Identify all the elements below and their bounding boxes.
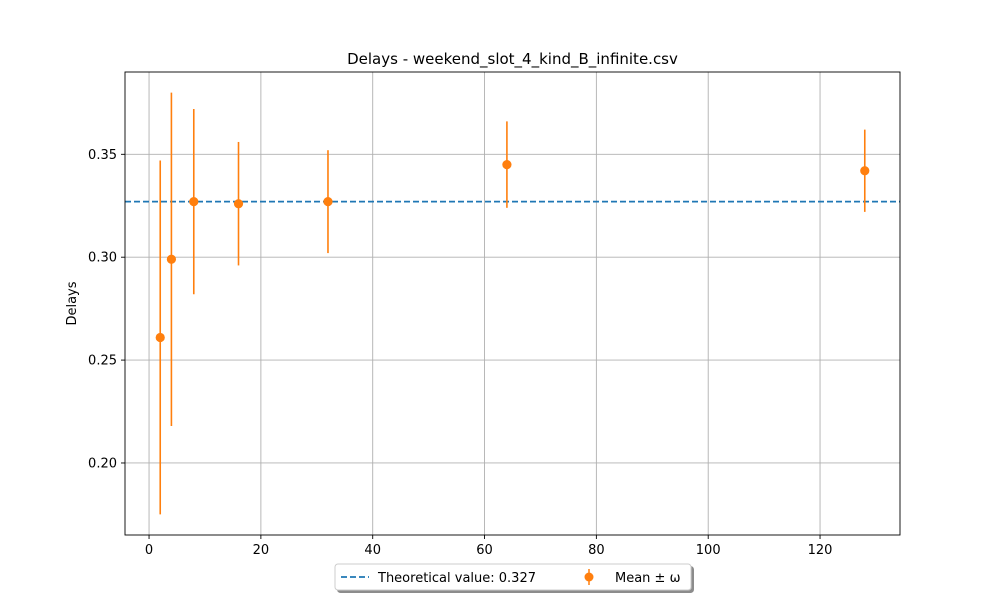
legend: Theoretical value: 0.327 Mean ± ω: [334, 563, 692, 591]
y-tick-label: 0.25: [88, 354, 117, 369]
error-bars: [159, 92, 866, 515]
y-axis-ticks: 0.20 0.25 0.30 0.35: [88, 148, 125, 471]
data-point: [155, 332, 165, 343]
legend-series-label: Mean ± ω: [615, 571, 680, 586]
x-tick-label: 40: [364, 543, 381, 558]
x-tick-label: 0: [145, 543, 153, 558]
data-point: [323, 197, 333, 207]
x-tick-label: 80: [588, 543, 605, 558]
grid-lines: [125, 72, 900, 535]
x-tick-label: 20: [253, 543, 270, 558]
legend-reference-label: Theoretical value: 0.327: [377, 571, 536, 586]
data-points: [155, 160, 870, 343]
y-tick-label: 0.35: [88, 148, 117, 163]
x-tick-label: 60: [476, 543, 493, 558]
chart-title: Delays - weekend_slot_4_kind_B_infinite.…: [347, 50, 678, 69]
legend-box: [334, 563, 692, 591]
y-axis-label: Delays: [65, 281, 80, 325]
plot-frame: [124, 71, 901, 536]
x-tick-label: 100: [696, 543, 721, 558]
y-tick-label: 0.30: [88, 251, 117, 266]
data-point: [166, 254, 177, 264]
data-point: [860, 166, 870, 176]
legend-series-swatch-marker: [584, 572, 594, 582]
data-point: [233, 199, 244, 209]
data-point: [502, 160, 512, 170]
y-tick-label: 0.20: [88, 456, 117, 471]
data-point: [189, 197, 199, 207]
x-axis-ticks: 0 20 40 60 80 100 120: [145, 535, 833, 558]
x-tick-label: 120: [808, 543, 833, 558]
